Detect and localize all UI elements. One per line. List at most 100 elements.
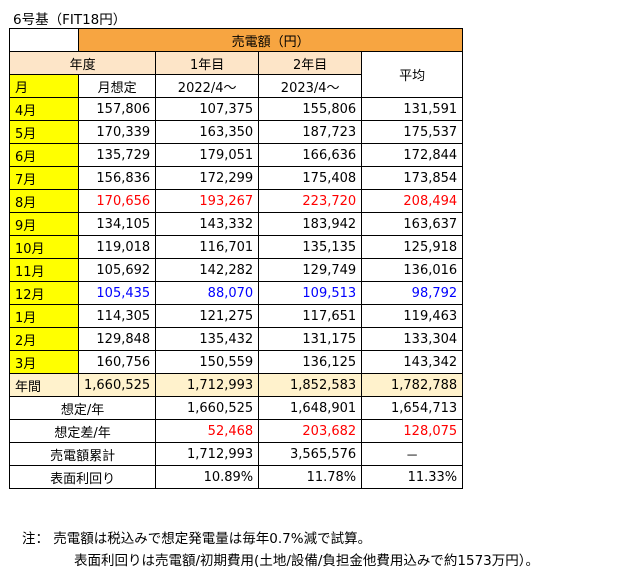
summary-label: 売電額累計 [8, 442, 157, 466]
assumed-value: 156,836 [77, 166, 157, 190]
average-value: 98,792 [361, 281, 464, 305]
average-header: 平均 [361, 51, 464, 98]
month-label: 4月 [9, 97, 79, 121]
year2-value: 109,513 [258, 281, 363, 305]
year2-value: 175,408 [258, 166, 363, 190]
average-value: 119,463 [361, 304, 464, 328]
yearly-year2: 1,852,583 [258, 373, 363, 397]
year2-value: 223,720 [258, 189, 363, 213]
assumed-value: 134,105 [77, 212, 157, 236]
assumed-header: 月想定 [77, 74, 157, 98]
summary-label: 表面利回り [8, 465, 157, 489]
average-value: 131,591 [361, 97, 464, 121]
month-row: 9月 134,105 143,332 183,942 163,637 [9, 212, 464, 236]
month-label: 6月 [9, 143, 79, 167]
year1-value: 116,701 [155, 235, 260, 259]
assumed-value: 129,848 [77, 327, 157, 351]
average-value: 175,537 [361, 120, 464, 144]
year2-value: 135,135 [258, 235, 363, 259]
month-label: 1月 [9, 304, 79, 328]
year1-value: 88,070 [155, 281, 260, 305]
yearly-label: 年間 [9, 373, 79, 397]
month-row: 6月 135,729 179,051 166,636 172,844 [9, 143, 464, 167]
summary-year2: 203,682 [258, 419, 363, 443]
month-row: 12月 105,435 88,070 109,513 98,792 [9, 281, 464, 305]
note-tax: 注： 売電額は税込みで想定発電量は毎年0.7%減で試算。 [22, 531, 372, 547]
summary-label: 想定/年 [8, 396, 157, 420]
revenue-table: 売電額（円） 年度 1年目 2年目 平均 月 月想定 2022/4～ 2023/… [8, 28, 464, 489]
month-header: 月 [9, 74, 79, 98]
month-row: 7月 156,836 172,299 175,408 173,854 [9, 166, 464, 190]
year2-value: 155,806 [258, 97, 363, 121]
summary-row: 表面利回り 10.89% 11.78% 11.33% [8, 465, 464, 489]
average-value: 133,304 [361, 327, 464, 351]
summary-year1: 1,712,993 [155, 442, 260, 466]
summary-average: － [361, 442, 464, 466]
month-label: 11月 [9, 258, 79, 282]
month-row: 2月 129,848 135,432 131,175 133,304 [9, 327, 464, 351]
year1-value: 143,332 [155, 212, 260, 236]
summary-year1: 1,660,525 [155, 396, 260, 420]
month-row: 8月 170,656 193,267 223,720 208,494 [9, 189, 464, 213]
assumed-value: 170,656 [77, 189, 157, 213]
yearly-year1: 1,712,993 [155, 373, 260, 397]
assumed-value: 114,305 [77, 304, 157, 328]
average-value: 143,342 [361, 350, 464, 374]
sub-header-row: 月 月想定 2022/4～ 2023/4～ [9, 74, 463, 98]
year2-value: 129,749 [258, 258, 363, 282]
month-label: 9月 [9, 212, 79, 236]
summary-year1: 52,468 [155, 419, 260, 443]
note-yield: 表面利回りは売電額/初期費用(土地/設備/負担金他費用込みで約1573万円）。 [74, 553, 540, 569]
year1-period: 2022/4～ [155, 74, 260, 98]
assumed-value: 105,692 [77, 258, 157, 282]
summary-year1: 10.89% [155, 465, 260, 489]
month-row: 3月 160,756 150,559 136,125 143,342 [9, 350, 464, 374]
month-label: 3月 [9, 350, 79, 374]
summary-average: 1,654,713 [361, 396, 464, 420]
year2-value: 117,651 [258, 304, 363, 328]
month-label: 12月 [9, 281, 79, 305]
yearly-assumed: 1,660,525 [77, 373, 157, 397]
summary-label: 想定差/年 [8, 419, 157, 443]
month-label: 5月 [9, 120, 79, 144]
yearly-average: 1,782,788 [361, 373, 464, 397]
assumed-value: 157,806 [77, 97, 157, 121]
footnotes: 注： 売電額は税込みで想定発電量は毎年0.7%減で試算。 表面利回りは売電額/初… [22, 528, 539, 572]
year1-value: 150,559 [155, 350, 260, 374]
year1-value: 172,299 [155, 166, 260, 190]
summary-year2: 11.78% [258, 465, 363, 489]
average-value: 125,918 [361, 235, 464, 259]
assumed-value: 105,435 [77, 281, 157, 305]
average-value: 173,854 [361, 166, 464, 190]
summary-year2: 1,648,901 [258, 396, 363, 420]
year2-value: 166,636 [258, 143, 363, 167]
year2-header: 2年目 [258, 51, 363, 75]
summary-average: 128,075 [361, 419, 464, 443]
year1-value: 142,282 [155, 258, 260, 282]
year2-value: 183,942 [258, 212, 363, 236]
yearly-total-row: 年間 1,660,525 1,712,993 1,852,583 1,782,788 [9, 373, 464, 397]
year-header-row: 年度 1年目 2年目 平均 [8, 51, 464, 98]
month-row: 11月 105,692 142,282 129,749 136,016 [9, 258, 464, 282]
summary-row: 想定差/年 52,468 203,682 128,075 [8, 419, 464, 443]
year1-value: 193,267 [155, 189, 260, 213]
assumed-value: 160,756 [77, 350, 157, 374]
average-value: 163,637 [361, 212, 464, 236]
average-value: 136,016 [361, 258, 464, 282]
month-label: 8月 [9, 189, 79, 213]
year2-value: 187,723 [258, 120, 363, 144]
assumed-value: 135,729 [77, 143, 157, 167]
year1-value: 163,350 [155, 120, 260, 144]
year2-period: 2023/4～ [258, 74, 363, 98]
sheet-caption: 6号基（FIT18円） [13, 12, 127, 28]
month-label: 2月 [9, 327, 79, 351]
year2-value: 131,175 [258, 327, 363, 351]
summary-row: 想定/年 1,660,525 1,648,901 1,654,713 [8, 396, 464, 420]
year1-header: 1年目 [155, 51, 260, 75]
year1-value: 135,432 [155, 327, 260, 351]
year1-value: 179,051 [155, 143, 260, 167]
month-row: 1月 114,305 121,275 117,651 119,463 [9, 304, 464, 328]
year1-value: 121,275 [155, 304, 260, 328]
group-header: 売電額（円） [77, 28, 464, 52]
year1-value: 107,375 [155, 97, 260, 121]
